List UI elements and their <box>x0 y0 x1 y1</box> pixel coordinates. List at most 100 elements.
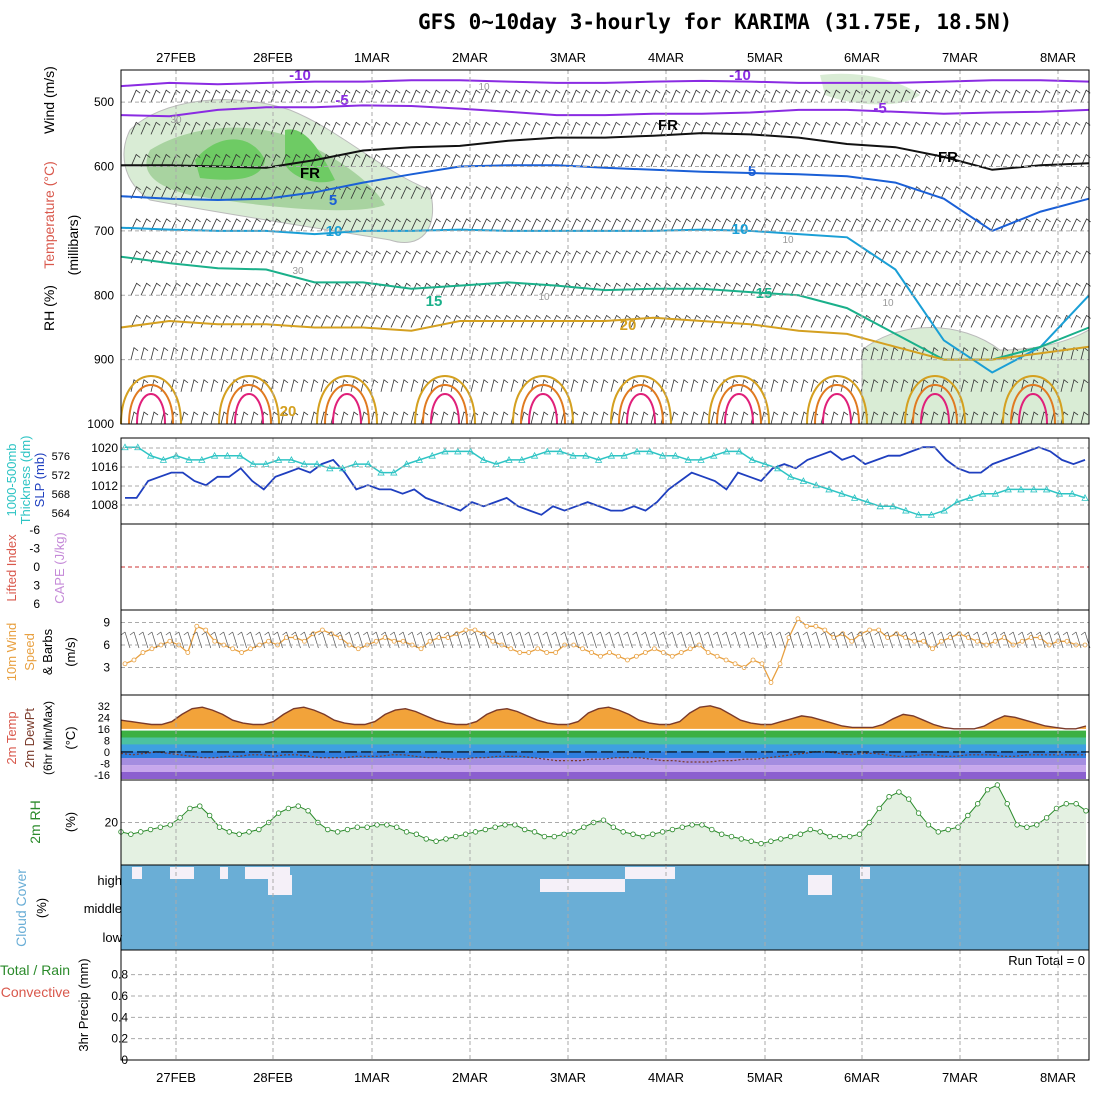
warm-contour <box>610 375 672 425</box>
wind-barb <box>550 121 561 135</box>
wind-barb <box>460 346 469 360</box>
wind-barb <box>480 89 491 103</box>
wind-barb <box>750 153 761 167</box>
dewpoint-line <box>120 751 1086 763</box>
wind-barb-10m <box>712 631 723 649</box>
rh-point <box>482 826 489 833</box>
wind-barb <box>360 314 371 328</box>
wind-barb <box>290 411 299 425</box>
temp-tick-label: 0 <box>104 747 110 759</box>
wind-barb <box>910 379 919 392</box>
wind-barb <box>770 411 779 425</box>
wind-barb <box>410 346 419 360</box>
isotherm--5 <box>120 104 1090 118</box>
wind-barb <box>1060 186 1071 199</box>
wind-barb <box>450 314 461 328</box>
wind-barb <box>490 411 499 425</box>
temp-band <box>121 737 1086 745</box>
wind-barb <box>850 282 861 296</box>
wind-barb-10m <box>605 631 615 649</box>
temp-tick-label: 8 <box>104 735 110 747</box>
wind-barb <box>700 186 711 199</box>
wind-speed-point <box>122 661 128 667</box>
wind-barb <box>770 89 781 103</box>
wind-barb <box>240 218 251 232</box>
wind-barb <box>660 186 671 199</box>
rh-contour-label: 10 <box>782 235 794 246</box>
wind-barb <box>560 314 571 328</box>
wind-barb <box>770 186 781 199</box>
wind-barb <box>950 250 961 264</box>
wind-barb <box>770 379 779 392</box>
wind-barb <box>210 282 221 296</box>
wind-barb <box>300 411 309 425</box>
warm-contour <box>814 384 860 425</box>
wind-barb <box>450 346 459 360</box>
wind-barb <box>660 314 671 328</box>
wind-barb <box>680 121 691 135</box>
thickness-marker <box>159 456 168 463</box>
wind-barb <box>170 89 181 103</box>
minmax-axis-title: (6hr Min/Max) <box>41 701 55 775</box>
wind-barb <box>550 153 561 167</box>
wind-barb <box>660 346 669 360</box>
wind-barb <box>880 379 889 392</box>
thickness-marker <box>1081 494 1089 501</box>
wind-barb <box>990 186 1001 199</box>
wind-speed-point <box>992 638 998 644</box>
wind-barb <box>550 250 561 264</box>
wind-barb <box>260 250 271 264</box>
wind-speed-point <box>939 638 944 644</box>
rh-point <box>177 815 183 821</box>
wind-barb <box>200 250 211 264</box>
wind-barb <box>400 282 411 296</box>
wind-barb-10m <box>677 631 687 649</box>
temp-axis-title: 2m Temp <box>4 711 19 764</box>
precip-tick-label: 0.8 <box>111 968 128 982</box>
rh-point <box>581 824 587 830</box>
wind-speed-point <box>642 650 648 655</box>
temp-band <box>121 758 1086 766</box>
wind-speed-point <box>732 661 738 667</box>
wind-barb <box>520 153 531 167</box>
wind-barb <box>310 218 321 232</box>
rh-point <box>571 829 577 835</box>
wind-barb <box>390 250 401 264</box>
wind-barb-10m <box>560 631 570 649</box>
wind-barb <box>340 346 349 360</box>
wind-barb <box>580 282 591 296</box>
cloud-clear-gap <box>220 867 228 879</box>
warm-contour <box>912 384 958 425</box>
wind-barb <box>960 89 971 103</box>
wind-barb <box>490 379 499 392</box>
wind-barb <box>880 186 891 199</box>
wind-barb <box>650 346 659 360</box>
wind-barb <box>320 89 331 103</box>
thickness-marker <box>377 468 385 476</box>
wind-barb <box>1030 282 1041 296</box>
wind-barb <box>580 121 591 135</box>
wind-barb <box>350 282 361 296</box>
temp-tick-label: 16 <box>98 724 110 736</box>
rh-point <box>955 824 961 830</box>
wind-barb <box>480 346 489 360</box>
wind-barb <box>480 153 491 167</box>
wind-barb <box>700 153 711 167</box>
wind-barb <box>470 121 481 135</box>
wind-barb <box>260 121 271 135</box>
wind-barb <box>440 89 451 103</box>
wind-barb <box>590 346 599 360</box>
wind-barb <box>460 186 471 199</box>
wind-barb <box>220 121 231 135</box>
rh-point <box>856 831 863 837</box>
wind-barb <box>580 379 589 392</box>
date-label-top: 3MAR <box>550 50 586 65</box>
wind-barb <box>950 379 959 392</box>
wind-barb <box>370 250 381 264</box>
rh-point <box>709 826 715 833</box>
wind-barb <box>690 346 699 360</box>
wind-barb <box>590 282 601 296</box>
pressure-tick-label: 900 <box>94 353 114 367</box>
thickness-marker <box>223 451 232 459</box>
wind-barb <box>280 379 289 392</box>
